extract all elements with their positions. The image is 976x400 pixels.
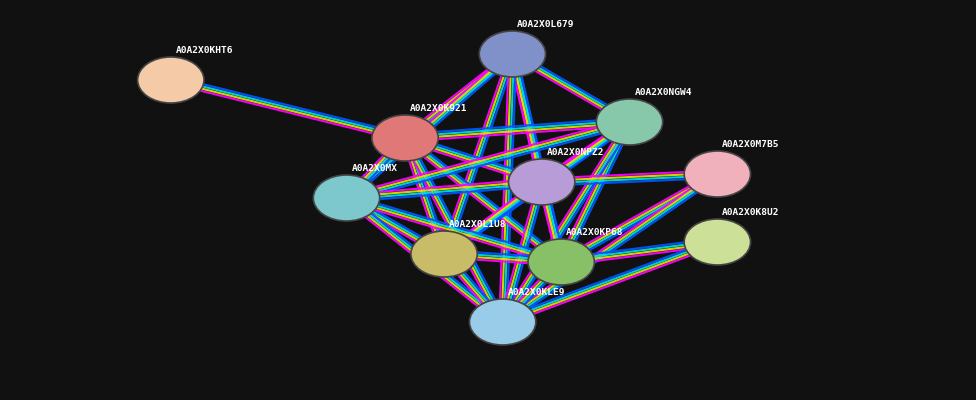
Ellipse shape [684, 219, 751, 265]
Ellipse shape [469, 299, 536, 345]
Text: A0A2X0KHT6: A0A2X0KHT6 [176, 46, 233, 55]
Ellipse shape [508, 159, 575, 205]
Ellipse shape [479, 31, 546, 77]
Text: A0A2X0M7B5: A0A2X0M7B5 [722, 140, 780, 149]
Text: A0A2X0MX: A0A2X0MX [351, 164, 397, 173]
Text: A0A2X0K8U2: A0A2X0K8U2 [722, 208, 780, 217]
Text: A0A2X0NPZ2: A0A2X0NPZ2 [547, 148, 604, 157]
Text: A0A2X0KP68: A0A2X0KP68 [566, 228, 624, 237]
Text: A0A2X0L679: A0A2X0L679 [517, 20, 575, 29]
Text: A0A2X0KLE9: A0A2X0KLE9 [508, 288, 565, 297]
Ellipse shape [313, 175, 380, 221]
Text: A0A2X0K921: A0A2X0K921 [410, 104, 468, 113]
Ellipse shape [411, 231, 477, 277]
Text: A0A2X0NGW4: A0A2X0NGW4 [634, 88, 692, 97]
Text: A0A2X0L1U8: A0A2X0L1U8 [449, 220, 507, 229]
Ellipse shape [138, 57, 204, 103]
Ellipse shape [596, 99, 663, 145]
Ellipse shape [372, 115, 438, 161]
Ellipse shape [684, 151, 751, 197]
Ellipse shape [528, 239, 594, 285]
